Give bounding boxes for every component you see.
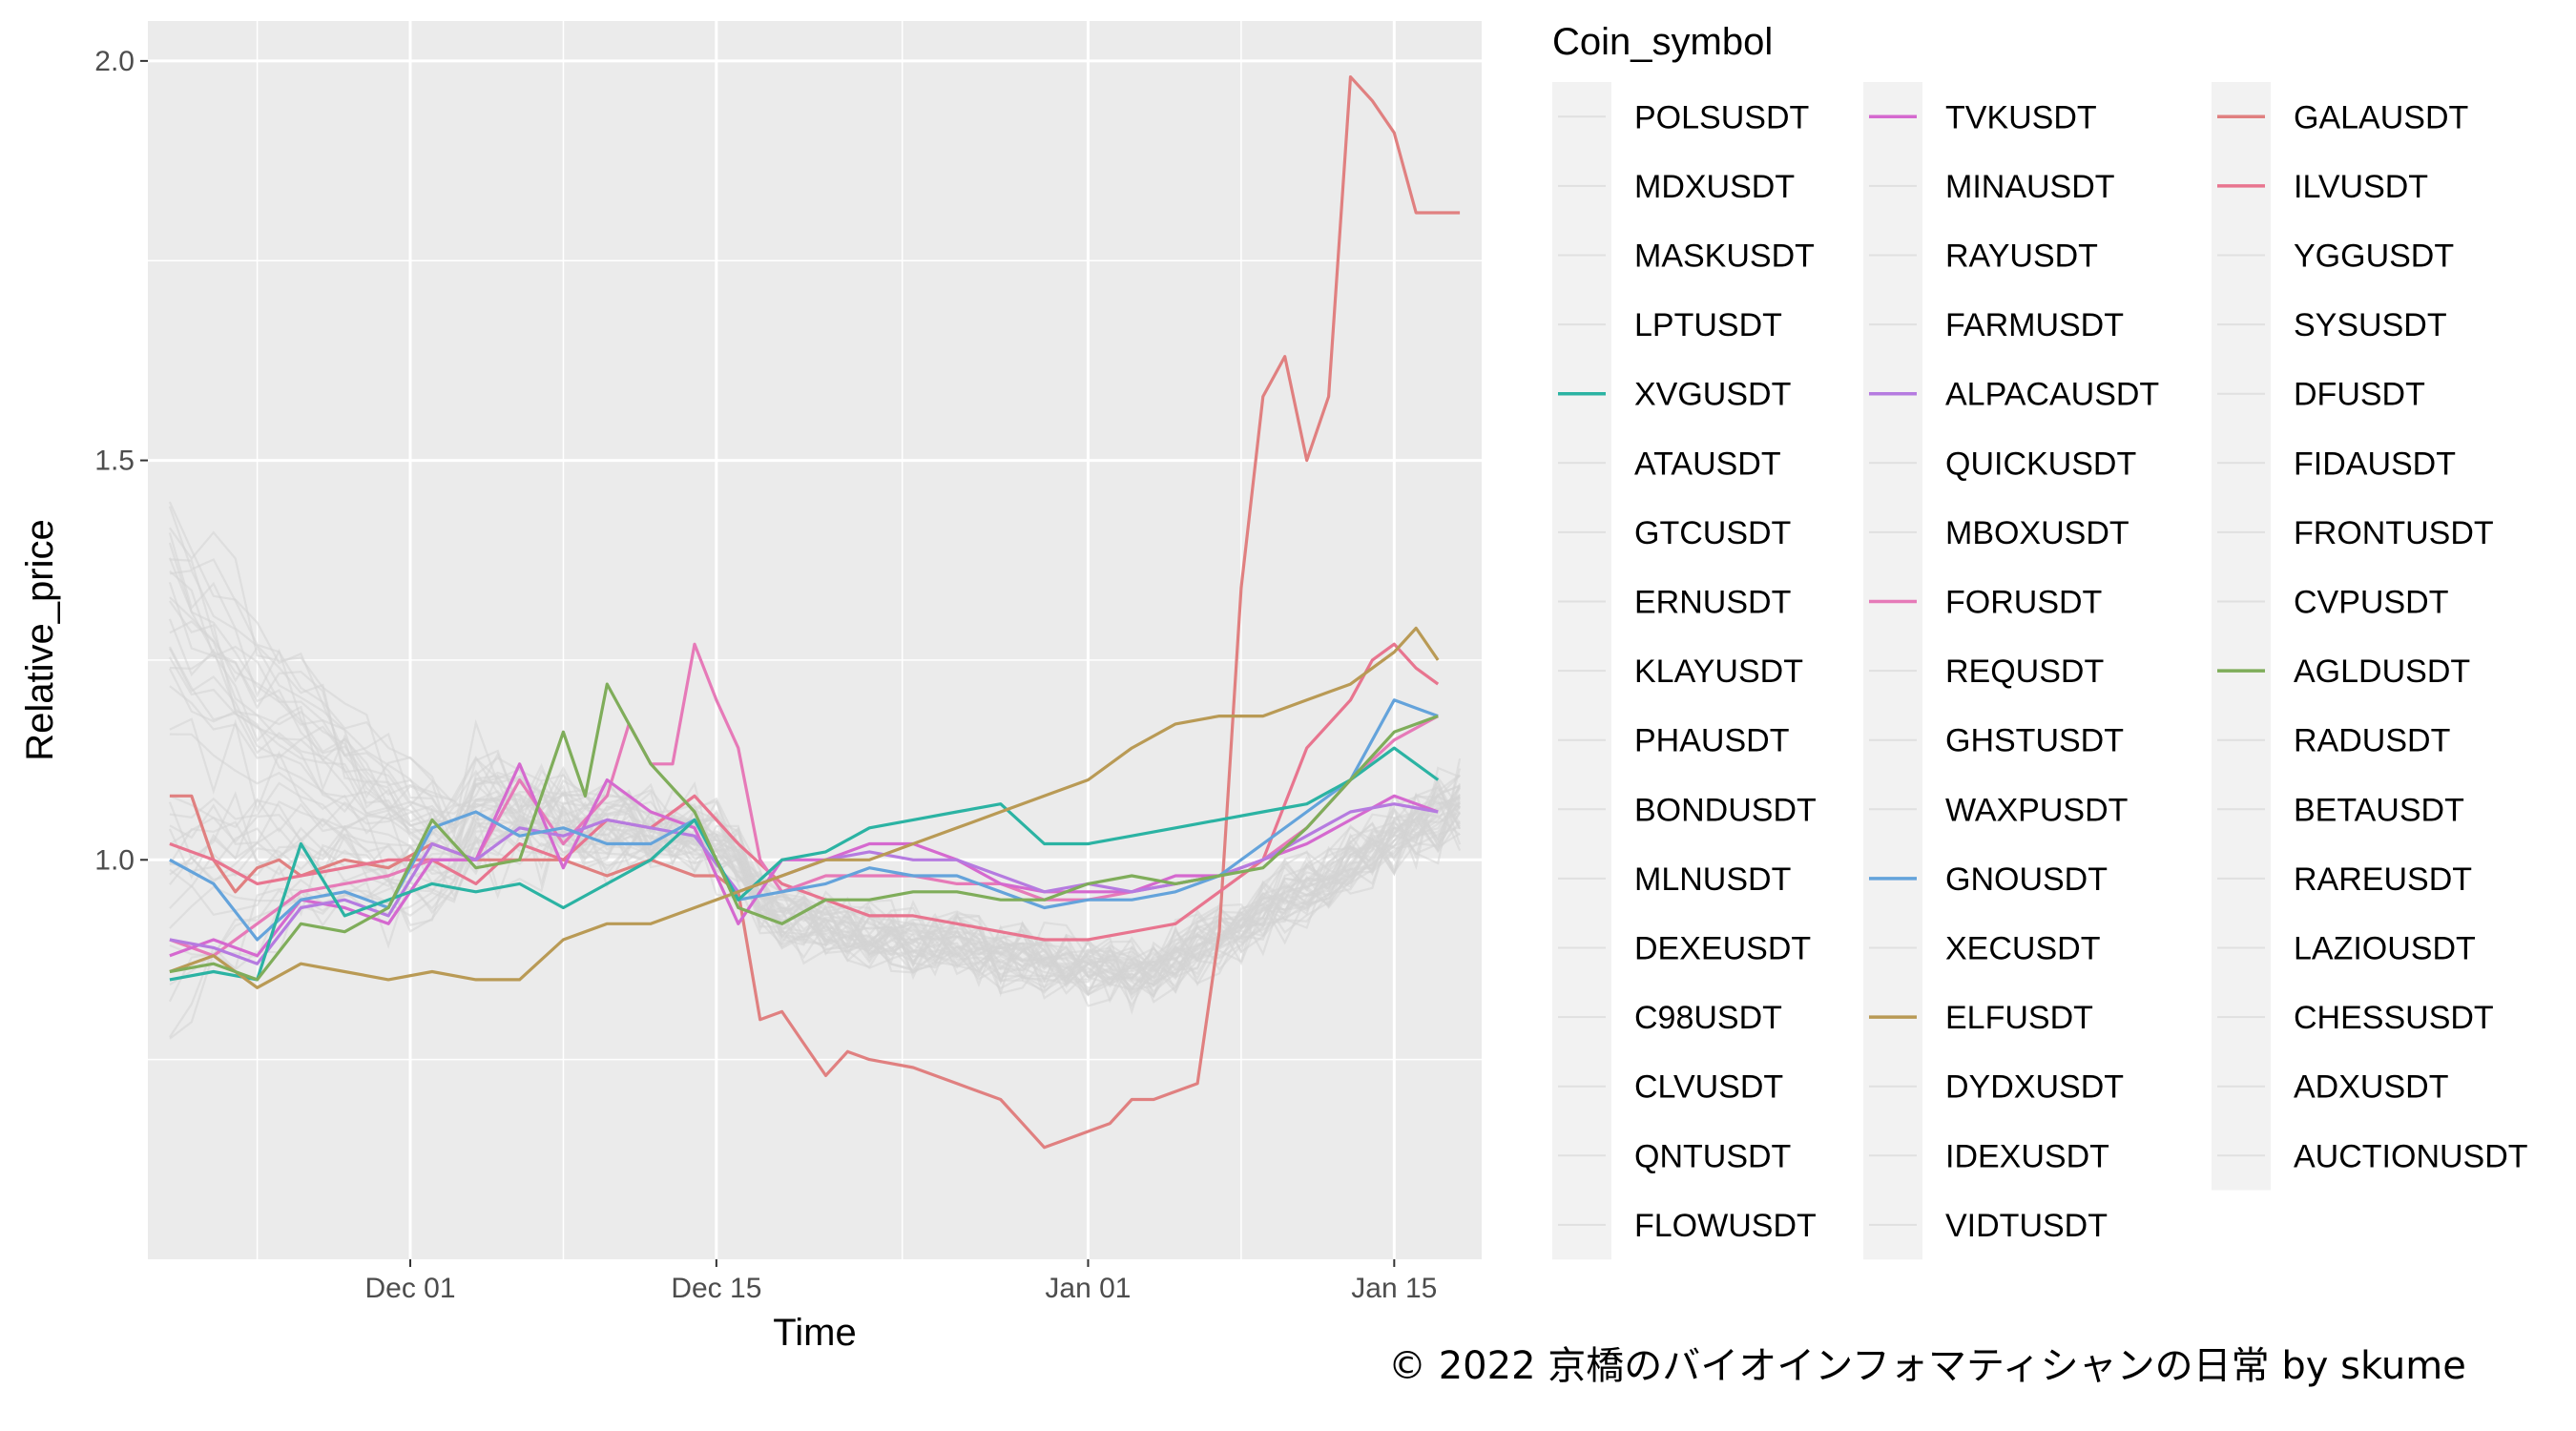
legend-label: AGLDUSDT bbox=[2294, 653, 2470, 690]
legend-label: PHAUSDT bbox=[1634, 723, 1789, 759]
x-axis: Dec 01 Dec 15 Jan 01 Jan 15 bbox=[364, 1259, 1437, 1304]
legend-label: FIDAUSDT bbox=[2294, 446, 2456, 482]
legend-label: DFUSDT bbox=[2294, 377, 2425, 413]
legend-label: RAREUSDT bbox=[2294, 861, 2472, 898]
legend-label: CHESSUSDT bbox=[2294, 1000, 2494, 1036]
series-line-adxusdt bbox=[169, 685, 1461, 984]
legend: POLSUSDT MDXUSDT MASKUSDT LPTUSDT XVGUSDT ATA… bbox=[1552, 82, 2528, 1260]
legend-label: RADUSDT bbox=[2294, 723, 2450, 759]
legend-label: MBOXUSDT bbox=[1945, 515, 2129, 551]
legend-label: GTCUSDT bbox=[1634, 515, 1791, 551]
series-line-agldusdt bbox=[169, 682, 1439, 982]
legend-label: FRONTUSDT bbox=[2294, 515, 2494, 551]
y-tick-label: 2.0 bbox=[94, 46, 135, 77]
legend-label: DYDXUSDT bbox=[1945, 1069, 2124, 1106]
legend-label: MASKUSDT bbox=[1634, 238, 1815, 275]
series-line-ghstusdt bbox=[169, 570, 1461, 981]
legend-label: RAYUSDT bbox=[1945, 238, 2098, 275]
legend-label: GHSTUSDT bbox=[1945, 723, 2124, 759]
copyright-caption: © 2022 京橋のバイオインフォマティシャンの日常 by skume bbox=[1388, 1344, 2466, 1388]
y-tick-label: 1.0 bbox=[94, 844, 135, 876]
legend-label: YGGUSDT bbox=[2294, 238, 2454, 275]
x-tick-label: Jan 01 bbox=[1045, 1273, 1131, 1304]
grid-major bbox=[148, 21, 1482, 1259]
legend-label: MINAUSDT bbox=[1945, 169, 2115, 205]
legend-label: ADXUSDT bbox=[2294, 1069, 2448, 1106]
legend-label: REQUSDT bbox=[1945, 653, 2104, 690]
legend-label: DEXEUSDT bbox=[1634, 931, 1811, 967]
series-line-mlnusdt bbox=[168, 794, 1462, 1038]
x-tick-label: Dec 01 bbox=[364, 1273, 455, 1304]
legend-label: LAZIOUSDT bbox=[2294, 931, 2476, 967]
legend-label: XVGUSDT bbox=[1634, 377, 1791, 413]
series-line-galausdt bbox=[169, 74, 1461, 1150]
legend-label: ILVUSDT bbox=[2294, 169, 2428, 205]
background-series-lines bbox=[168, 501, 1462, 1040]
legend-label: ATAUSDT bbox=[1634, 446, 1781, 482]
legend-key-background bbox=[2212, 82, 2271, 1191]
legend-label: POLSUSDT bbox=[1634, 99, 1809, 135]
legend-label: FORUSDT bbox=[1945, 585, 2102, 621]
legend-label: LPTUSDT bbox=[1634, 307, 1782, 343]
x-tick-label: Jan 15 bbox=[1351, 1273, 1437, 1304]
plot-panel bbox=[148, 21, 1482, 1259]
legend-label: ERNUSDT bbox=[1634, 585, 1791, 621]
legend-title: Coin_symbol bbox=[1552, 21, 1773, 63]
x-axis-title: Time bbox=[773, 1312, 856, 1354]
legend-label: BETAUSDT bbox=[2294, 792, 2464, 828]
legend-label: AUCTIONUSDT bbox=[2294, 1138, 2528, 1174]
legend-label: SYSUSDT bbox=[2294, 307, 2447, 343]
y-axis: 1.0 1.5 2.0 bbox=[94, 46, 148, 876]
legend-label: ALPACAUSDT bbox=[1945, 377, 2159, 413]
legend-label: GNOUSDT bbox=[1945, 861, 2108, 898]
series-line-elfusdt bbox=[169, 626, 1440, 989]
legend-label: KLAYUSDT bbox=[1634, 653, 1803, 690]
legend-label: CVPUSDT bbox=[2294, 585, 2448, 621]
legend-label: TVKUSDT bbox=[1945, 99, 2097, 135]
legend-label: WAXPUSDT bbox=[1945, 792, 2128, 828]
legend-label: CLVUSDT bbox=[1634, 1069, 1783, 1106]
highlight-series-lines bbox=[169, 74, 1461, 1150]
x-tick-label: Dec 15 bbox=[671, 1273, 761, 1304]
legend-label: ELFUSDT bbox=[1945, 1000, 2093, 1036]
series-line-vidtusdt bbox=[168, 501, 1461, 997]
legend-label: QUICKUSDT bbox=[1945, 446, 2136, 482]
series-line-ilvusdt bbox=[169, 642, 1440, 942]
series-line-laziousdt bbox=[169, 786, 1462, 994]
legend-label: QNTUSDT bbox=[1634, 1138, 1791, 1174]
legend-label: BONDUSDT bbox=[1634, 792, 1817, 828]
series-line-auctionusdt bbox=[168, 648, 1462, 1001]
series-line-xvgusdt bbox=[169, 746, 1440, 982]
y-tick-label: 1.5 bbox=[94, 446, 135, 477]
legend-label: MLNUSDT bbox=[1634, 861, 1791, 898]
legend-label: FARMUSDT bbox=[1945, 307, 2124, 343]
legend-label: VIDTUSDT bbox=[1945, 1208, 2108, 1244]
legend-label: GALAUSDT bbox=[2294, 99, 2468, 135]
legend-label: FLOWUSDT bbox=[1634, 1208, 1817, 1244]
legend-label: IDEXUSDT bbox=[1945, 1138, 2109, 1174]
y-axis-title: Relative_price bbox=[19, 519, 61, 760]
legend-label: C98USDT bbox=[1634, 1000, 1782, 1036]
legend-label: MDXUSDT bbox=[1634, 169, 1795, 205]
series-line-betausdt bbox=[169, 793, 1461, 987]
legend-label: XECUSDT bbox=[1945, 931, 2100, 967]
